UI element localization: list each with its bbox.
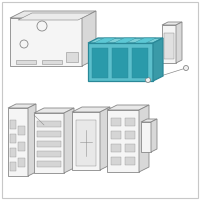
Polygon shape — [111, 118, 121, 126]
Polygon shape — [94, 38, 116, 43]
Polygon shape — [8, 104, 36, 108]
Polygon shape — [18, 126, 25, 135]
Circle shape — [146, 77, 151, 82]
Polygon shape — [162, 25, 176, 63]
Polygon shape — [28, 104, 36, 176]
Polygon shape — [37, 131, 61, 137]
Circle shape — [184, 66, 188, 71]
Polygon shape — [34, 108, 74, 113]
Polygon shape — [18, 13, 92, 20]
Polygon shape — [64, 108, 74, 173]
Polygon shape — [16, 60, 36, 64]
Polygon shape — [42, 60, 62, 64]
Polygon shape — [111, 157, 121, 165]
Polygon shape — [8, 108, 28, 176]
Polygon shape — [76, 120, 96, 166]
Polygon shape — [112, 48, 128, 78]
Polygon shape — [111, 144, 121, 152]
Polygon shape — [37, 141, 61, 147]
Polygon shape — [100, 107, 110, 170]
Polygon shape — [18, 142, 25, 151]
Polygon shape — [10, 148, 16, 157]
Polygon shape — [72, 107, 110, 112]
Polygon shape — [34, 113, 64, 173]
Polygon shape — [139, 105, 149, 172]
Polygon shape — [176, 22, 182, 63]
Polygon shape — [132, 48, 148, 78]
Polygon shape — [125, 118, 135, 126]
Polygon shape — [82, 11, 96, 66]
Polygon shape — [37, 161, 61, 167]
Polygon shape — [125, 157, 135, 165]
Polygon shape — [10, 120, 16, 129]
Polygon shape — [153, 38, 163, 81]
Polygon shape — [107, 110, 139, 172]
Polygon shape — [10, 18, 82, 66]
Polygon shape — [88, 43, 153, 81]
Polygon shape — [141, 119, 157, 122]
Polygon shape — [125, 131, 135, 139]
Polygon shape — [10, 134, 16, 143]
Polygon shape — [151, 119, 157, 152]
Polygon shape — [162, 22, 182, 25]
Polygon shape — [134, 38, 156, 43]
Polygon shape — [18, 158, 25, 167]
Polygon shape — [37, 121, 61, 127]
Polygon shape — [37, 151, 61, 157]
Polygon shape — [88, 38, 163, 43]
Polygon shape — [10, 11, 96, 18]
Polygon shape — [10, 162, 16, 171]
Polygon shape — [125, 144, 135, 152]
Polygon shape — [72, 112, 100, 170]
Polygon shape — [141, 122, 151, 152]
Polygon shape — [107, 105, 149, 110]
Polygon shape — [66, 52, 78, 62]
Polygon shape — [111, 131, 121, 139]
Polygon shape — [114, 38, 136, 43]
Polygon shape — [92, 48, 108, 78]
Polygon shape — [164, 33, 174, 59]
